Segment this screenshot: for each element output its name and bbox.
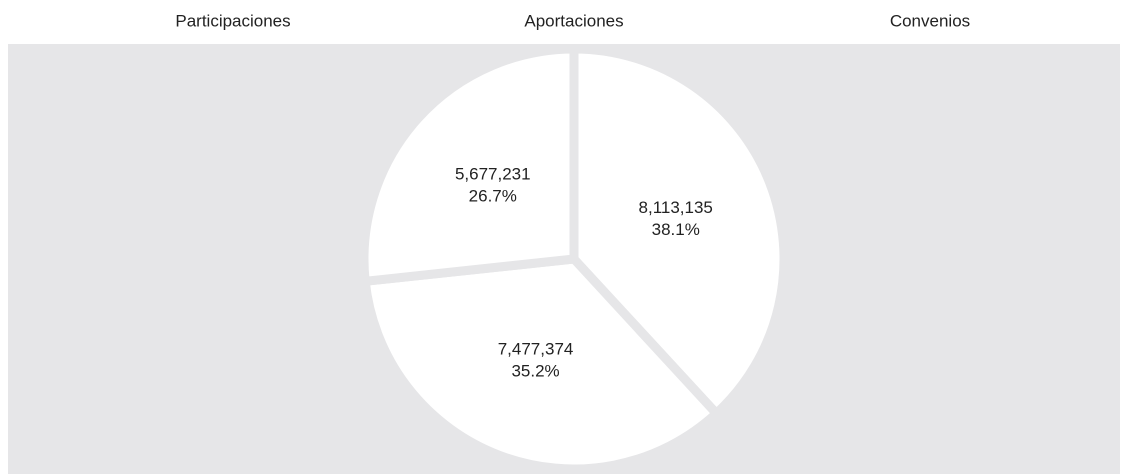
legend-label: Participaciones bbox=[175, 11, 290, 30]
value-label: 8,113,135 bbox=[639, 198, 713, 217]
percentage-label: 38.1% bbox=[652, 220, 700, 239]
value-label: 7,477,374 bbox=[498, 340, 574, 359]
percentage-label: 35.2% bbox=[511, 362, 559, 381]
pie-slice bbox=[359, 44, 579, 287]
value-label: 5,677,231 bbox=[455, 164, 531, 183]
percentage-label: 26.7% bbox=[469, 186, 517, 205]
legend-label: Aportaciones bbox=[524, 11, 623, 30]
legend-label: Convenios bbox=[890, 11, 970, 30]
pie-slice bbox=[569, 44, 789, 420]
pie-slice bbox=[360, 254, 723, 474]
